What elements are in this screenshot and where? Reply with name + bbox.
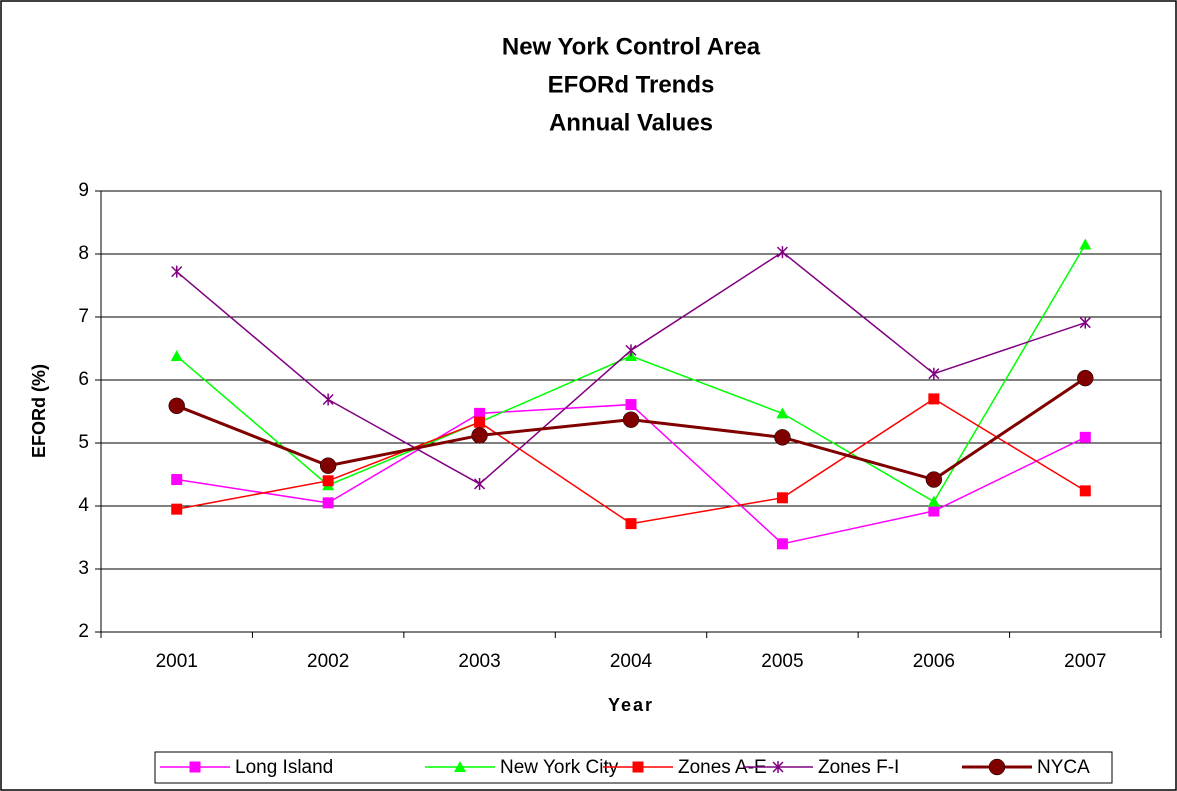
- legend-marker: [454, 761, 466, 772]
- x-tick-label: 2001: [156, 651, 198, 672]
- y-tick-label: 8: [78, 243, 89, 264]
- marker: [1079, 485, 1091, 497]
- legend-marker: [988, 758, 1006, 776]
- marker: [471, 427, 488, 444]
- marker: [322, 393, 334, 406]
- x-tick-label: 2005: [761, 651, 803, 672]
- marker: [171, 265, 183, 278]
- marker: [625, 344, 637, 357]
- chart-title: New York Control Area: [502, 33, 761, 60]
- chart-title: EFORd Trends: [548, 71, 715, 98]
- marker: [625, 399, 637, 411]
- marker: [1077, 369, 1094, 387]
- marker: [168, 397, 185, 415]
- y-tick-label: 3: [78, 558, 89, 579]
- legend-marker: [632, 761, 644, 773]
- marker: [622, 411, 640, 428]
- marker: [774, 429, 791, 446]
- marker: [776, 538, 788, 550]
- marker: [776, 492, 788, 504]
- x-tick-label: 2007: [1064, 651, 1106, 672]
- marker: [928, 393, 940, 405]
- marker: [1079, 431, 1091, 443]
- y-axis-title: EFORd (%): [29, 364, 49, 458]
- legend-label: Long Island: [235, 757, 333, 778]
- x-axis-title: Year: [608, 695, 654, 715]
- marker: [928, 367, 940, 380]
- marker: [171, 503, 183, 515]
- y-tick-label: 6: [78, 369, 89, 390]
- marker: [319, 457, 337, 474]
- x-tick-label: 2004: [610, 651, 653, 672]
- marker: [474, 477, 486, 490]
- legend-marker: [772, 761, 784, 773]
- marker: [322, 475, 334, 487]
- marker: [170, 350, 183, 362]
- marker: [1079, 238, 1092, 250]
- x-tick-label: 2002: [307, 651, 349, 672]
- marker: [928, 505, 940, 517]
- legend-label: NYCA: [1037, 757, 1090, 778]
- marker: [1079, 316, 1091, 329]
- marker: [927, 495, 940, 507]
- y-tick-label: 9: [78, 180, 89, 201]
- marker: [625, 518, 637, 530]
- x-tick-label: 2006: [913, 651, 955, 672]
- marker: [171, 474, 183, 486]
- marker: [776, 407, 789, 419]
- marker: [322, 497, 334, 509]
- legend-label: New York City: [500, 757, 619, 778]
- x-tick-label: 2003: [458, 651, 500, 672]
- legend-label: Zones F-I: [818, 757, 899, 778]
- y-tick-label: 5: [78, 432, 89, 453]
- y-tick-label: 4: [78, 495, 89, 516]
- marker: [776, 246, 788, 259]
- y-tick-label: 7: [78, 306, 89, 327]
- marker: [925, 471, 943, 488]
- legend-label: Zones A-E: [678, 757, 767, 778]
- legend-marker: [189, 761, 201, 773]
- y-tick-label: 2: [78, 621, 89, 642]
- chart-title: Annual Values: [549, 109, 713, 136]
- marker: [474, 416, 486, 428]
